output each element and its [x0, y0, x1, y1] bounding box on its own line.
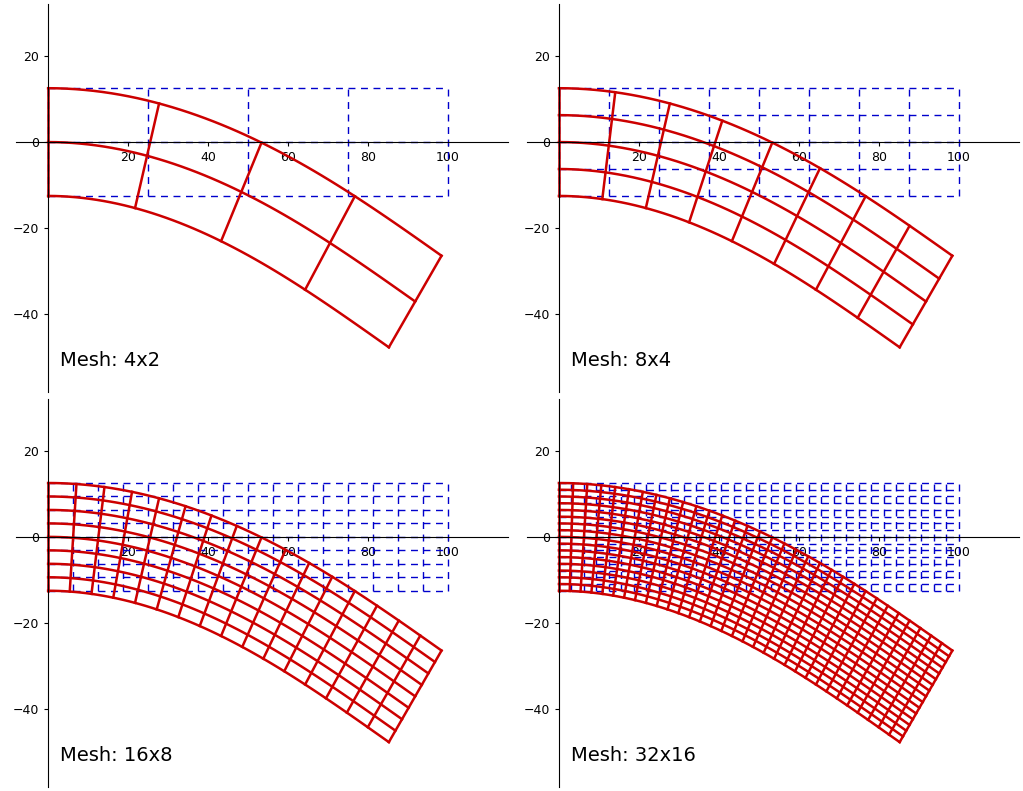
Text: Mesh: 32x16: Mesh: 32x16: [571, 746, 696, 765]
Text: Mesh: 16x8: Mesh: 16x8: [60, 746, 173, 765]
Text: Mesh: 8x4: Mesh: 8x4: [571, 351, 671, 370]
Text: Mesh: 4x2: Mesh: 4x2: [60, 351, 161, 370]
